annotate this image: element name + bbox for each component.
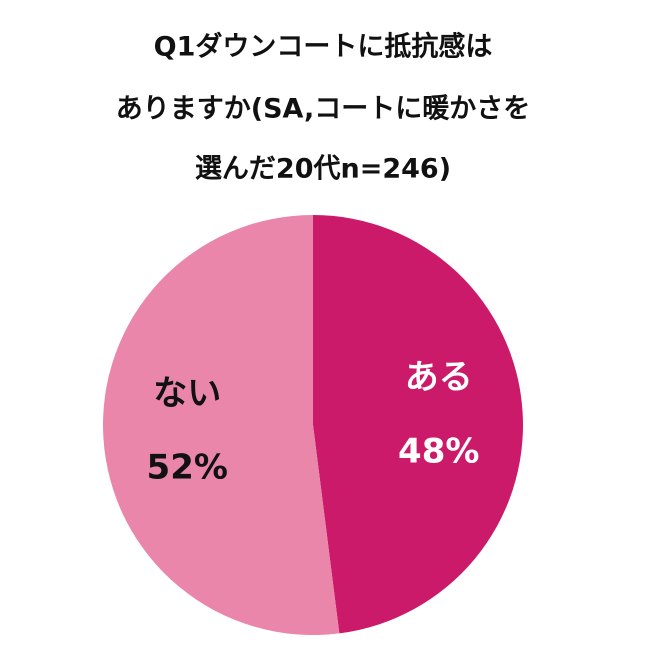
chart-title: 選んだ20代n=246) bbox=[195, 154, 451, 185]
pie-slice bbox=[103, 215, 340, 635]
value-label: 52% bbox=[147, 447, 228, 487]
pie-slice bbox=[313, 215, 524, 634]
value-label: 48% bbox=[398, 432, 479, 472]
chart-title: ありますか(SA,コートに暖かさを bbox=[116, 94, 530, 125]
slice-label: ある bbox=[405, 358, 473, 398]
slice-label: ない bbox=[153, 373, 221, 413]
chart-title: Q1ダウンコートに抵抗感は bbox=[154, 31, 493, 63]
